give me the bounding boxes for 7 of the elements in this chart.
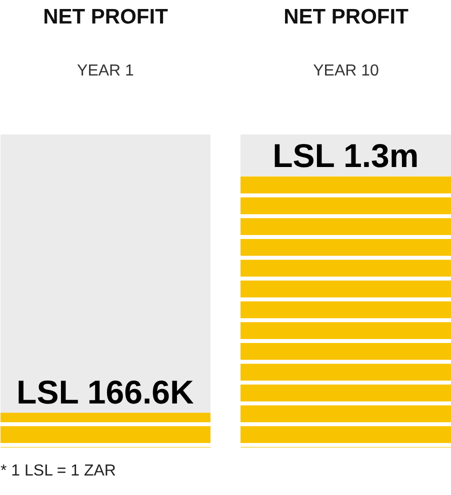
chart-title: NET PROFIT <box>43 6 168 28</box>
text: * 1 LSL = 1 ZAR <box>0 462 116 480</box>
chart-title: NET PROFIT <box>284 6 408 28</box>
data-label: LSL 166.6K <box>16 374 194 411</box>
data-label: LSL 1.3m <box>272 137 419 174</box>
x-tick-label: YEAR 10 <box>313 62 380 80</box>
x-tick-label: YEAR 1 <box>77 62 134 80</box>
